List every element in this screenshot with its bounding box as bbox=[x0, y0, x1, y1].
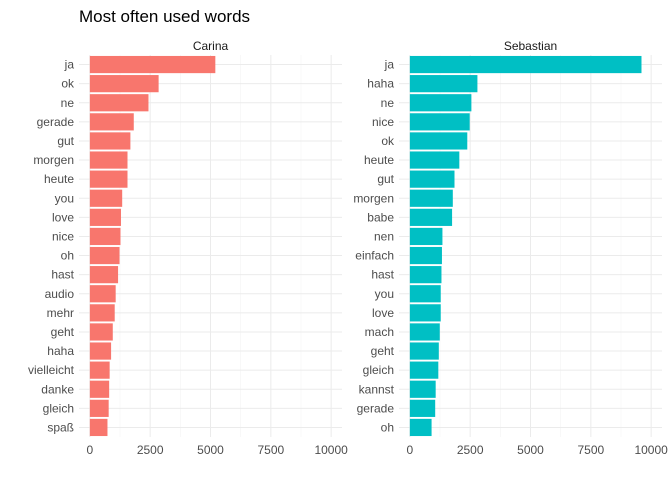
category-label: oh bbox=[381, 420, 394, 434]
category-label: vielleicht bbox=[28, 363, 75, 377]
category-label: nice bbox=[52, 229, 74, 243]
bar-carina-gleich bbox=[89, 399, 109, 417]
category-label: ne bbox=[61, 96, 75, 110]
x-tick-label: 5000 bbox=[517, 443, 544, 457]
bar-sebastian-gleich bbox=[409, 361, 439, 379]
category-label: haha bbox=[47, 344, 74, 358]
category-label: danke bbox=[41, 382, 74, 396]
bar-sebastian-geht bbox=[409, 342, 439, 360]
x-tick-label: 2500 bbox=[457, 443, 484, 457]
bar-sebastian-kannst bbox=[409, 380, 436, 398]
category-label: mehr bbox=[47, 306, 74, 320]
bar-sebastian-gerade bbox=[409, 399, 436, 417]
bar-sebastian-hast bbox=[409, 266, 442, 284]
category-label: hast bbox=[371, 268, 394, 282]
bar-sebastian-heute bbox=[409, 151, 460, 169]
bar-carina-vielleicht bbox=[89, 361, 110, 379]
category-label: gerade bbox=[357, 401, 395, 415]
category-label: love bbox=[372, 306, 394, 320]
bar-carina-oh bbox=[89, 246, 120, 265]
bar-sebastian-einfach bbox=[409, 246, 442, 265]
x-tick-label: 0 bbox=[407, 443, 414, 457]
category-label: kannst bbox=[359, 382, 395, 396]
bar-carina-ne bbox=[89, 94, 149, 112]
bar-sebastian-gut bbox=[409, 170, 455, 188]
category-label: gerade bbox=[37, 115, 75, 129]
category-label: you bbox=[375, 287, 394, 301]
category-label: gleich bbox=[43, 401, 74, 415]
category-label: geht bbox=[51, 325, 75, 339]
category-label: babe bbox=[367, 210, 394, 224]
bar-sebastian-love bbox=[409, 304, 441, 322]
bar-sebastian-morgen bbox=[409, 189, 453, 207]
category-label: nen bbox=[374, 229, 394, 243]
category-label: spaß bbox=[47, 420, 74, 434]
bar-sebastian-nice bbox=[409, 113, 470, 131]
bar-carina-gut bbox=[89, 132, 131, 150]
bar-carina-ja bbox=[89, 55, 216, 74]
category-label: hast bbox=[51, 268, 74, 282]
category-label: oh bbox=[61, 249, 74, 263]
x-tick-label: 10000 bbox=[634, 443, 668, 457]
category-label: ne bbox=[381, 96, 395, 110]
bar-carina-hast bbox=[89, 266, 119, 284]
category-label: einfach bbox=[355, 249, 394, 263]
bar-carina-ok bbox=[89, 75, 159, 93]
bar-carina-spaß bbox=[89, 418, 108, 437]
x-tick-label: 2500 bbox=[137, 443, 164, 457]
category-label: ja bbox=[64, 58, 75, 72]
x-tick-label: 10000 bbox=[314, 443, 348, 457]
bar-carina-gerade bbox=[89, 113, 134, 131]
bar-carina-morgen bbox=[89, 151, 128, 169]
bar-carina-audio bbox=[89, 285, 116, 303]
category-label: morgen bbox=[353, 191, 394, 205]
x-tick-label: 5000 bbox=[197, 443, 224, 457]
facet-strip-label: Sebastian bbox=[504, 39, 557, 53]
category-label: gleich bbox=[363, 363, 394, 377]
category-label: gut bbox=[57, 134, 74, 148]
category-label: nice bbox=[372, 115, 394, 129]
bar-carina-heute bbox=[89, 170, 128, 188]
bar-sebastian-ok bbox=[409, 132, 468, 150]
bar-carina-nice bbox=[89, 227, 121, 246]
bar-sebastian-oh bbox=[409, 418, 432, 437]
category-label: love bbox=[52, 210, 74, 224]
category-label: heute bbox=[364, 153, 394, 167]
category-label: ok bbox=[381, 134, 395, 148]
category-label: you bbox=[55, 191, 74, 205]
facet-strip-label: Carina bbox=[193, 39, 229, 53]
bar-sebastian-haha bbox=[409, 75, 478, 93]
bar-carina-you bbox=[89, 189, 123, 207]
category-label: haha bbox=[367, 77, 394, 91]
bar-sebastian-ja bbox=[409, 55, 642, 74]
x-tick-label: 7500 bbox=[257, 443, 284, 457]
category-label: audio bbox=[45, 287, 75, 301]
bar-carina-geht bbox=[89, 323, 113, 341]
category-label: morgen bbox=[33, 153, 74, 167]
bar-sebastian-ne bbox=[409, 94, 472, 112]
category-label: geht bbox=[371, 344, 395, 358]
bar-carina-love bbox=[89, 208, 121, 226]
category-label: heute bbox=[44, 172, 74, 186]
bar-sebastian-babe bbox=[409, 208, 453, 226]
x-tick-label: 0 bbox=[87, 443, 94, 457]
x-tick-label: 7500 bbox=[577, 443, 604, 457]
bar-sebastian-mach bbox=[409, 323, 440, 341]
bar-sebastian-you bbox=[409, 285, 441, 303]
bar-carina-mehr bbox=[89, 304, 115, 322]
category-label: ja bbox=[384, 58, 395, 72]
category-label: mach bbox=[365, 325, 394, 339]
facet-panels: Carina ja ok ne gerade gut morgen heute you love n… bbox=[28, 39, 668, 457]
chart-title: Most often used words bbox=[79, 7, 250, 26]
bar-carina-danke bbox=[89, 380, 110, 398]
bar-sebastian-nen bbox=[409, 227, 443, 246]
bar-carina-haha bbox=[89, 342, 112, 360]
category-label: ok bbox=[61, 77, 75, 91]
category-label: gut bbox=[377, 172, 394, 186]
